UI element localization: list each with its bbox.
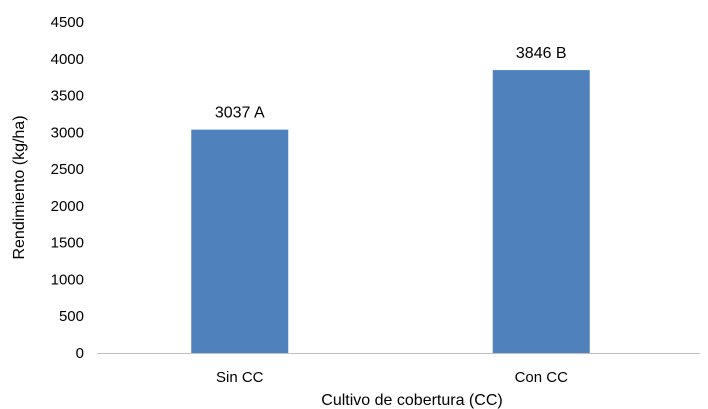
bars: [191, 70, 590, 353]
data-labels: 3037 A 3846 B: [215, 45, 567, 122]
x-tick-label: Con CC: [515, 369, 569, 386]
y-tick-label: 3000: [51, 124, 84, 141]
y-tick-label: 500: [59, 308, 84, 325]
y-tick-label: 1500: [51, 235, 84, 252]
y-tick-label: 2500: [51, 161, 84, 178]
bar: [492, 70, 590, 353]
bar: [191, 129, 289, 353]
y-tick-label: 0: [76, 345, 84, 362]
y-tick-label: 2000: [51, 198, 84, 215]
y-tick-label: 1000: [51, 271, 84, 288]
data-label: 3037 A: [215, 105, 265, 122]
y-tick-label: 4500: [51, 14, 84, 31]
y-tick-label: 4000: [51, 51, 84, 68]
x-axis-tick-labels: Sin CC Con CC: [216, 369, 568, 386]
y-axis-title: Rendimiento (kg/ha): [11, 115, 28, 259]
data-label: 3846 B: [516, 45, 567, 62]
y-tick-label: 3500: [51, 88, 84, 105]
y-axis-tick-labels: 0 500 1000 1500 2000 2500 3000 3500 4000 4500: [51, 14, 84, 362]
x-tick-label: Sin CC: [216, 369, 264, 386]
x-axis-title: Cultivo de cobertura (CC): [321, 392, 502, 409]
